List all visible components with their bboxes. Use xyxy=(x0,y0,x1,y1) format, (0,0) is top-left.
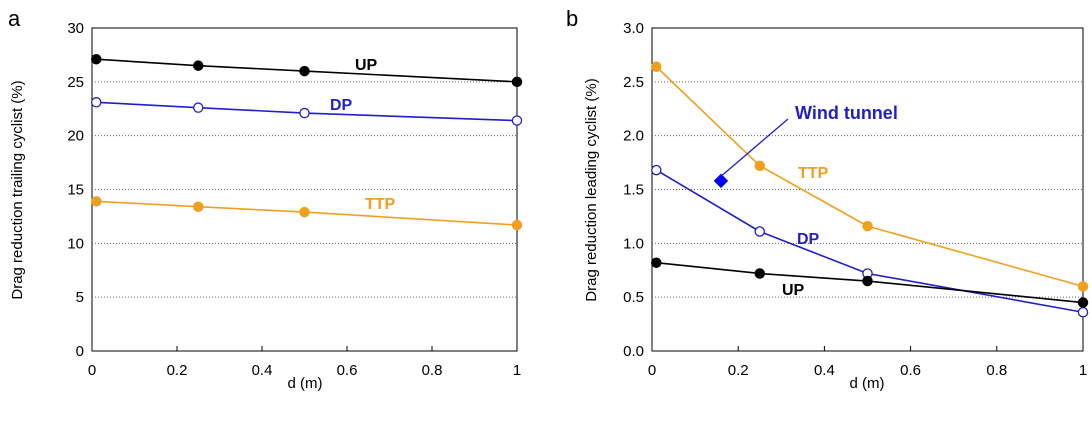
wind-tunnel-marker xyxy=(713,173,729,189)
wind-tunnel-leader-line xyxy=(718,118,789,179)
panel-a-series xyxy=(91,53,523,231)
x-tick-label: 0.6 xyxy=(900,362,921,379)
x-tick-label: 0.4 xyxy=(252,362,273,379)
panel-a-letter: a xyxy=(8,6,21,31)
wind-tunnel-label: Wind tunnel xyxy=(795,103,898,123)
x-tick-label: 0 xyxy=(648,362,656,379)
data-point-ttp xyxy=(862,220,873,232)
data-point-ttp xyxy=(299,206,310,218)
y-tick-label: 2.0 xyxy=(623,128,644,145)
data-point-ttp xyxy=(511,219,523,231)
data-point-up xyxy=(299,65,310,77)
panel-b-x-axis-title: d (m) xyxy=(850,375,885,392)
panel-a-y-axis-title: Drag reduction trailing cyclist (%) xyxy=(9,80,26,299)
panel-b-x-ticks: 0 0.2 0.4 0.6 0.8 1 xyxy=(648,346,1087,379)
data-point-dp xyxy=(192,102,204,113)
panel-b-y-axis-title: Drag reduction leading cyclist (%) xyxy=(583,78,600,301)
series-line-dp xyxy=(655,169,1084,314)
x-tick-label: 0.8 xyxy=(986,362,1007,379)
y-tick-label: 1.0 xyxy=(623,235,644,252)
x-tick-label: 1 xyxy=(1079,362,1087,379)
data-point-dp xyxy=(91,97,102,108)
data-point-up xyxy=(192,60,204,71)
y-tick-label: 30 xyxy=(67,20,84,37)
panel-b-annotation xyxy=(713,173,729,189)
panel-a-gridlines xyxy=(92,81,517,298)
data-point-dp xyxy=(754,226,766,237)
panel-a-label-up: UP xyxy=(355,57,378,74)
panel-b-label-up: UP xyxy=(782,282,805,299)
data-point-ttp xyxy=(91,196,102,207)
x-tick-label: 0.4 xyxy=(814,362,835,379)
data-point-ttp xyxy=(651,61,662,73)
data-point-up xyxy=(91,53,102,65)
panel-b-y-ticks: 0.0 0.5 1.0 1.5 2.0 2.5 3.0 xyxy=(623,20,644,360)
panel-a-label-ttp: TTP xyxy=(365,196,396,213)
panel-a-x-ticks: 0 0.2 0.4 0.6 0.8 1 xyxy=(88,346,521,379)
series-line-up xyxy=(96,58,518,83)
y-tick-label: 0.0 xyxy=(623,343,644,360)
panel-a: a 0 5 10 15 20 25 30 0 0.2 0.4 0.6 0.8 1 d (m) Drag… xyxy=(8,6,523,392)
y-tick-label: 20 xyxy=(67,128,84,145)
data-point-up xyxy=(1077,297,1089,308)
panel-a-x-axis-title: d (m) xyxy=(288,375,323,392)
series-line-ttp xyxy=(96,200,518,226)
data-point-dp xyxy=(511,115,523,126)
data-point-up xyxy=(862,275,873,287)
y-tick-label: 3.0 xyxy=(623,20,644,37)
y-tick-label: 2.5 xyxy=(623,74,644,91)
x-tick-label: 0.8 xyxy=(422,362,443,379)
y-tick-label: 15 xyxy=(67,182,84,199)
panel-b: b 0.0 0.5 1.0 1.5 2.0 2.5 3.0 0 0.2 0.4 0.6 0.8 1 W… xyxy=(566,6,1089,392)
series-line-up xyxy=(656,261,1084,304)
y-tick-label: 0 xyxy=(76,343,84,360)
data-point-dp xyxy=(299,107,310,119)
data-point-up xyxy=(511,76,523,88)
data-point-ttp xyxy=(192,201,204,212)
y-tick-label: 1.5 xyxy=(623,182,644,199)
x-tick-label: 0.2 xyxy=(728,362,749,379)
y-tick-label: 5 xyxy=(76,289,84,306)
y-tick-label: 0.5 xyxy=(623,289,644,306)
panel-a-label-dp: DP xyxy=(330,97,353,114)
x-tick-label: 0.6 xyxy=(337,362,358,379)
data-point-dp xyxy=(1077,306,1089,318)
series-line-dp xyxy=(96,101,518,122)
data-point-ttp xyxy=(1077,281,1089,292)
data-point-up xyxy=(651,257,662,268)
data-point-up xyxy=(754,268,766,279)
panel-b-series xyxy=(651,61,1089,318)
x-tick-label: 0 xyxy=(88,362,96,379)
y-tick-label: 25 xyxy=(67,74,84,91)
panel-b-letter: b xyxy=(566,6,578,31)
panel-a-y-ticks: 0 5 10 15 20 25 30 xyxy=(67,20,84,360)
x-tick-label: 0.2 xyxy=(167,362,188,379)
data-point-ttp xyxy=(754,160,766,172)
y-tick-label: 10 xyxy=(67,235,84,252)
panel-b-label-dp: DP xyxy=(797,231,820,248)
panel-b-label-ttp: TTP xyxy=(798,165,829,182)
data-point-dp xyxy=(651,164,662,176)
series-line-ttp xyxy=(655,66,1084,288)
x-tick-label: 1 xyxy=(513,362,521,379)
